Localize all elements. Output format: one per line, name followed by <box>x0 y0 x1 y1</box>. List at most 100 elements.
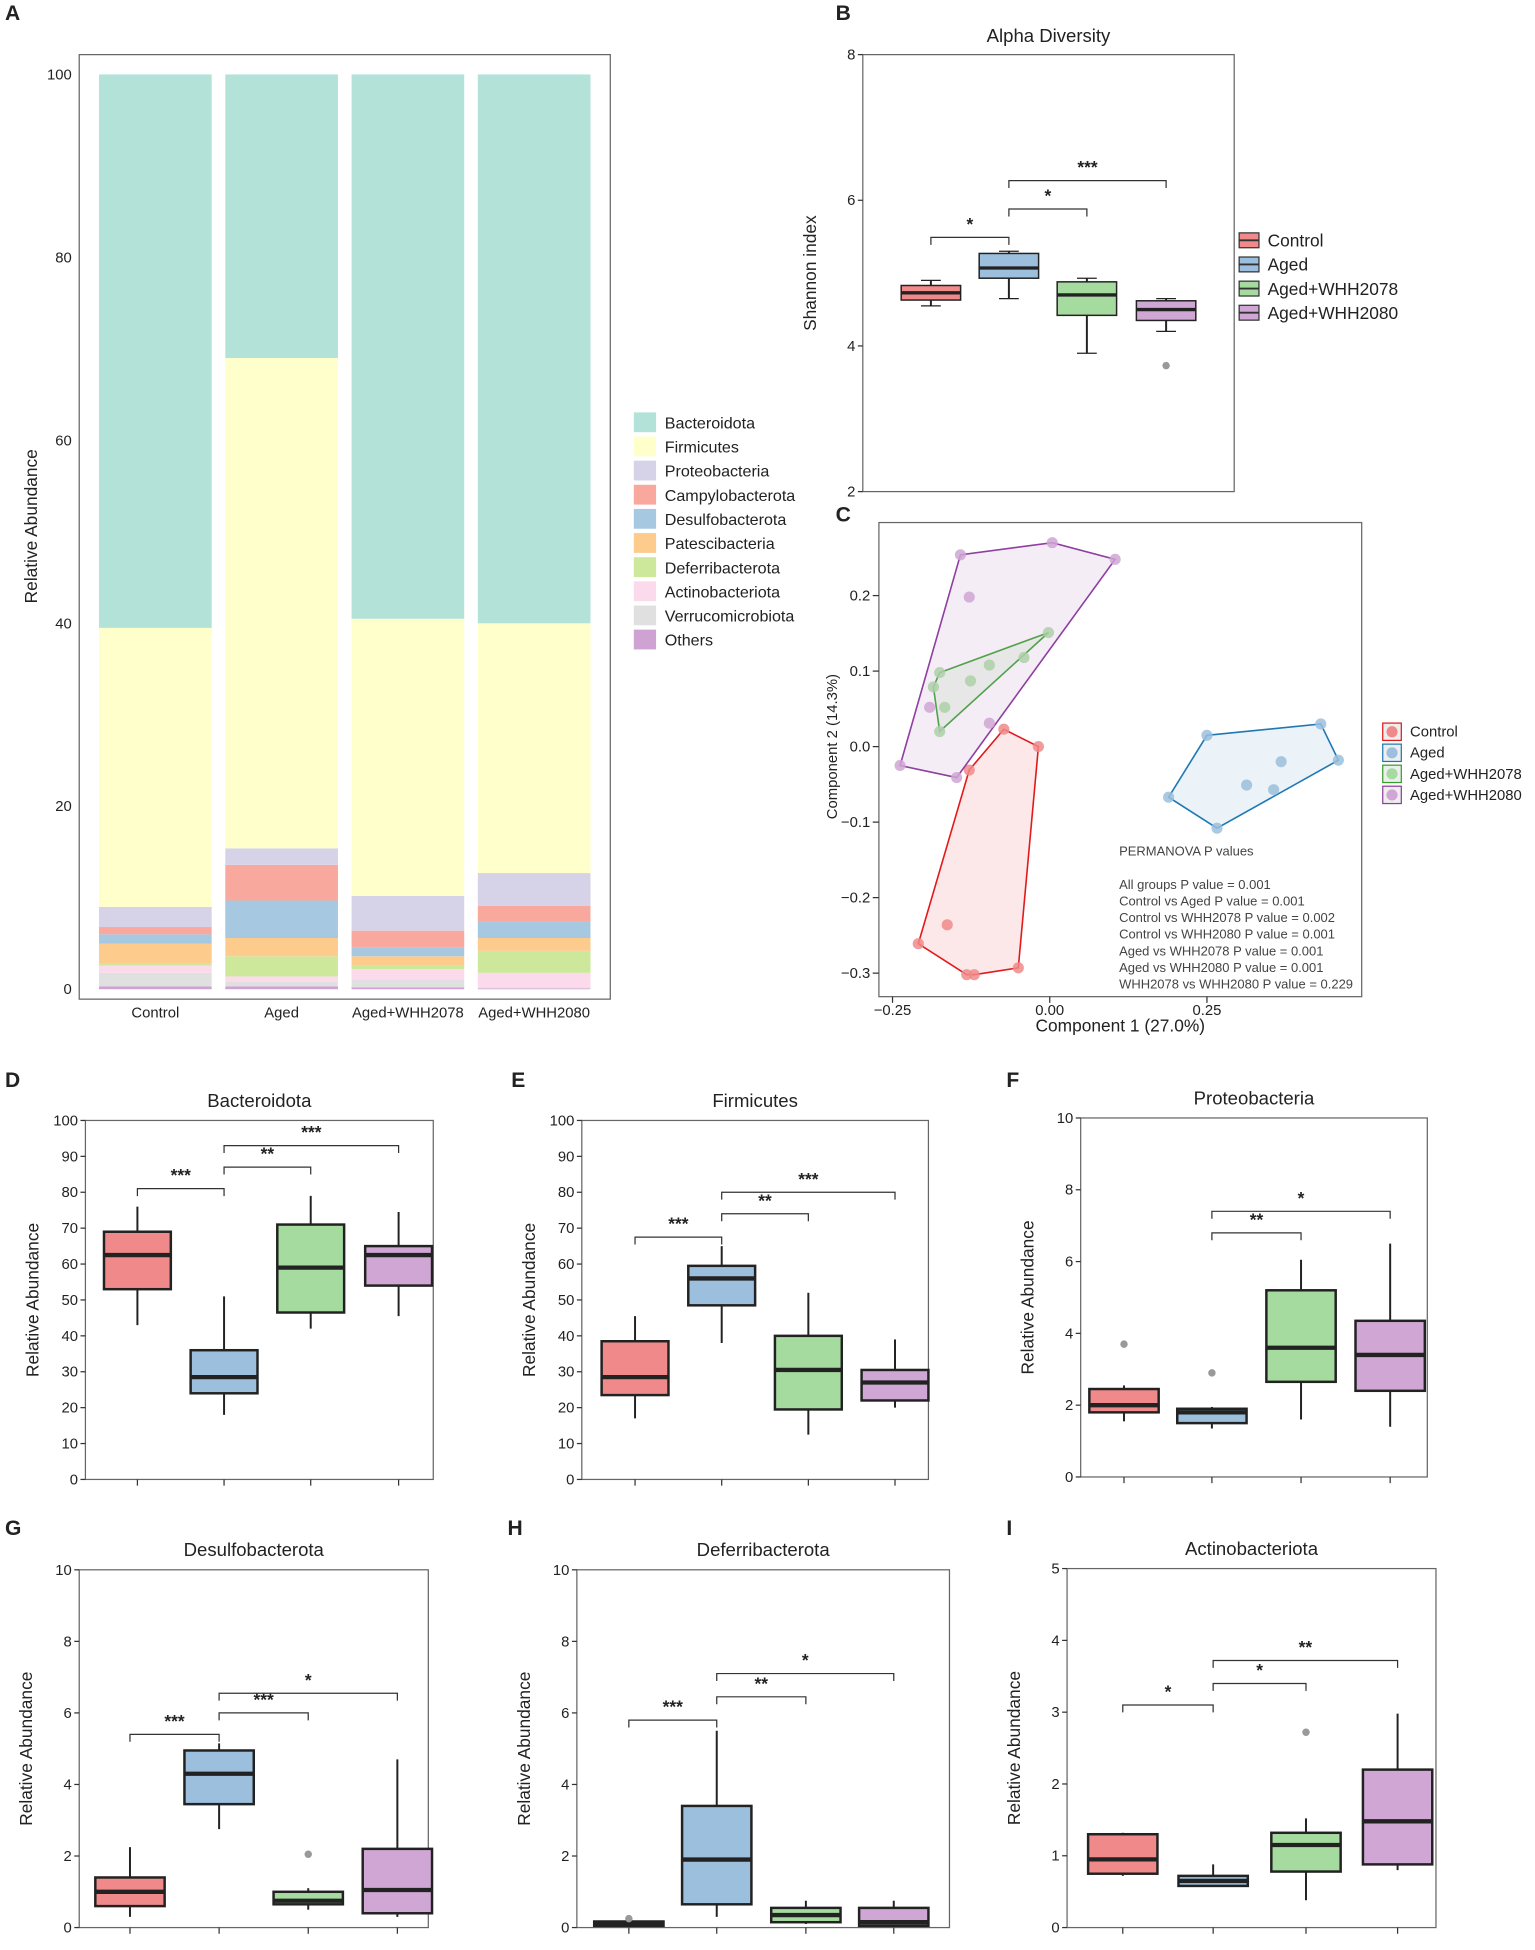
y-tick-label: 60 <box>558 1257 575 1273</box>
y-tick-label: 10 <box>1057 1111 1074 1127</box>
significance-label: *** <box>171 1165 191 1185</box>
y-axis-label: Shannon index <box>800 215 820 331</box>
panel-label: C <box>836 503 851 526</box>
y-tick-label: 100 <box>550 1113 575 1129</box>
outlier-point <box>1208 1369 1216 1377</box>
bar-segment-campylobacterota <box>477 905 591 922</box>
point-aged-whh2080 <box>963 591 975 603</box>
legend-label: Patescibacteria <box>665 535 775 553</box>
y-tick-label: 100 <box>47 67 72 83</box>
legend-swatch <box>633 533 657 553</box>
panel-label: E <box>511 1069 525 1092</box>
y-tick-label: 4 <box>847 339 855 355</box>
point-control <box>963 764 975 776</box>
significance-bracket <box>1122 1704 1214 1713</box>
annotation-line: Aged vs WHH2080 P value = 0.001 <box>1119 960 1323 975</box>
bar-segment-patescibacteria <box>99 943 212 964</box>
x-tick-label: Control <box>131 1006 179 1022</box>
panel-a: A 0 20 40 60 80 100 Relative Abundance Control Ag… <box>5 2 795 1022</box>
panel-label: D <box>5 1069 20 1092</box>
point-control <box>998 723 1010 735</box>
significance-bracket <box>218 1692 398 1701</box>
significance-label: *** <box>663 1697 683 1717</box>
plot-frame <box>576 1569 951 1929</box>
y-tick-label: 6 <box>847 193 855 209</box>
panel-label: B <box>836 2 851 25</box>
legend-swatch <box>633 436 657 457</box>
y-tick-label: 0 <box>561 1921 569 1937</box>
bar-segment-proteobacteria <box>99 906 212 928</box>
significance-label: ** <box>261 1144 275 1164</box>
point-aged-whh2078 <box>1042 627 1055 639</box>
y-tick-label: 20 <box>558 1401 575 1417</box>
chart-title: Firmicutes <box>712 1090 798 1111</box>
point-aged <box>1275 756 1287 768</box>
y-axis-label: Relative Abundance <box>514 1672 534 1826</box>
point-aged-whh2078 <box>983 659 995 671</box>
point-aged-whh2080 <box>1109 553 1121 565</box>
point-aged <box>1241 779 1253 791</box>
box-aged <box>680 1804 753 1906</box>
bar-segment-desulfobacterota <box>351 947 465 957</box>
y-tick-label: 8 <box>1065 1183 1073 1199</box>
y-tick-label: 30 <box>558 1365 575 1381</box>
y-tick-label: 90 <box>558 1149 575 1165</box>
legend-label: Verrucomicrobiota <box>665 608 795 626</box>
significance-label: * <box>1298 1188 1305 1208</box>
legend-label: Aged+WHH2078 <box>1410 767 1522 783</box>
significance-label: * <box>305 1670 312 1690</box>
box-aged-whh2078 <box>1265 1289 1337 1384</box>
y-tick-label: 70 <box>61 1221 78 1237</box>
y-tick-label: 0 <box>64 1921 72 1937</box>
point-aged-whh2080 <box>951 771 963 784</box>
significance-bracket <box>1212 1659 1399 1668</box>
bar-segment-actinobacteriota <box>225 976 338 982</box>
bar-segment-desulfobacterota <box>99 934 212 944</box>
chart-title: Alpha Diversity <box>987 25 1111 46</box>
box-aged <box>687 1264 757 1307</box>
y-axis-label: Relative Abundance <box>21 449 41 603</box>
y-tick-label: 80 <box>55 250 72 266</box>
y-tick-label: 8 <box>847 48 855 64</box>
bar-segment-deferribacterota <box>99 963 212 966</box>
box-aged <box>189 1348 259 1395</box>
box-aged-whh2080 <box>363 1244 434 1287</box>
x-tick-label: 0.25 <box>1193 1003 1222 1019</box>
y-tick-label: 10 <box>55 1563 72 1579</box>
hull-aged <box>1167 723 1340 830</box>
plot-frame <box>1080 1117 1428 1478</box>
legend-label: Control <box>1268 230 1324 250</box>
y-tick-label: 50 <box>558 1293 575 1309</box>
legend-label: Actinobacteriota <box>665 583 780 601</box>
y-tick-label: 4 <box>64 1777 72 1793</box>
x-tick-label: Aged <box>264 1006 299 1022</box>
point-aged <box>1332 754 1344 766</box>
significance-label: *** <box>1077 157 1097 177</box>
y-tick-label: 6 <box>64 1706 72 1722</box>
y-tick-label: 80 <box>61 1185 78 1201</box>
bar-segment-patescibacteria <box>351 956 465 966</box>
box-aged-whh2080 <box>1361 1768 1434 1866</box>
bar-segment-actinobacteriota <box>99 965 212 973</box>
annotation-line: Control vs Aged P value = 0.001 <box>1119 894 1305 909</box>
significance-bracket <box>223 1144 400 1154</box>
y-tick-label: −0.3 <box>841 966 870 982</box>
y-tick-label: 6 <box>1065 1255 1073 1271</box>
bar-segment-others <box>477 988 591 990</box>
y-tick-label: 0 <box>1065 1470 1073 1486</box>
significance-label: * <box>1045 186 1052 206</box>
y-tick-label: 60 <box>55 433 72 449</box>
y-tick-label: 4 <box>1065 1326 1073 1342</box>
annotation-line: All groups P value = 0.001 <box>1119 877 1271 892</box>
y-tick-label: 40 <box>55 616 72 632</box>
significance-bracket <box>930 236 1010 245</box>
y-tick-label: −0.2 <box>841 891 870 907</box>
box-aged-whh2078 <box>773 1334 844 1411</box>
y-tick-label: 0 <box>70 1472 78 1488</box>
bar-segment-deferribacterota <box>225 956 338 977</box>
point-aged <box>1268 784 1280 796</box>
significance-label: * <box>802 1650 809 1670</box>
significance-bracket <box>721 1213 809 1222</box>
y-axis-label: Component 2 (14.3%) <box>825 674 841 819</box>
y-tick-label: 6 <box>561 1706 569 1722</box>
